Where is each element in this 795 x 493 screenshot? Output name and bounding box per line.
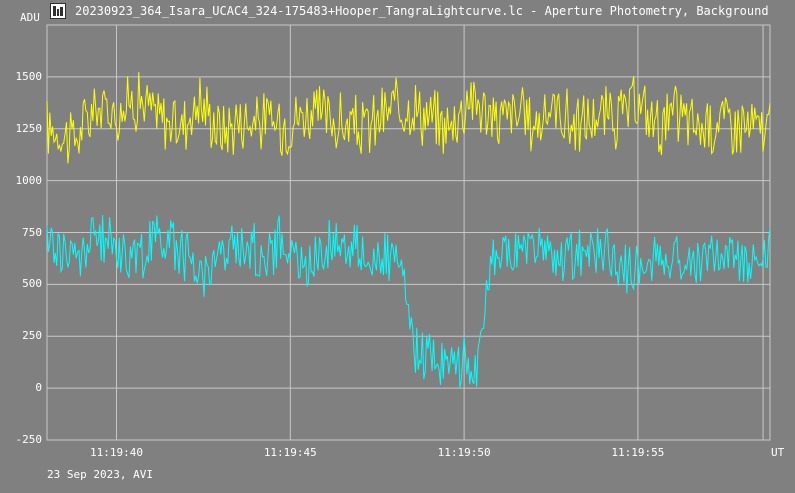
y-tick-label: 1500 — [15, 69, 43, 83]
x-tick-label: 11:19:40 — [90, 446, 143, 459]
y-tick-label: 500 — [22, 277, 42, 291]
x-tick-label: 11:19:50 — [437, 446, 491, 459]
y-tick-label: 250 — [22, 329, 42, 343]
x-tick-label: 11:19:55 — [611, 446, 665, 459]
lightcurve-app-icon[interactable] — [50, 3, 66, 19]
y-tick-label: 0 — [35, 381, 42, 395]
x-tick-label: 11:19:45 — [263, 446, 317, 459]
y-tick-label: 750 — [22, 225, 42, 239]
y-tick-label: 1000 — [15, 173, 43, 187]
target-star-lightcurve — [46, 72, 771, 164]
y-axis-unit: ADU — [20, 11, 40, 24]
comparison-star-lightcurve — [46, 215, 771, 388]
y-tick-label: 1250 — [15, 121, 43, 135]
title-bar: 20230923_364_Isara_UCAC4_324-175483+Hoop… — [0, 0, 795, 24]
y-tick-label: -250 — [15, 433, 43, 446]
x-axis-unit: UT — [771, 446, 785, 459]
window-title: 20230923_364_Isara_UCAC4_324-175483+Hoop… — [75, 4, 769, 18]
date-footer: 23 Sep 2023, AVI — [47, 468, 153, 481]
